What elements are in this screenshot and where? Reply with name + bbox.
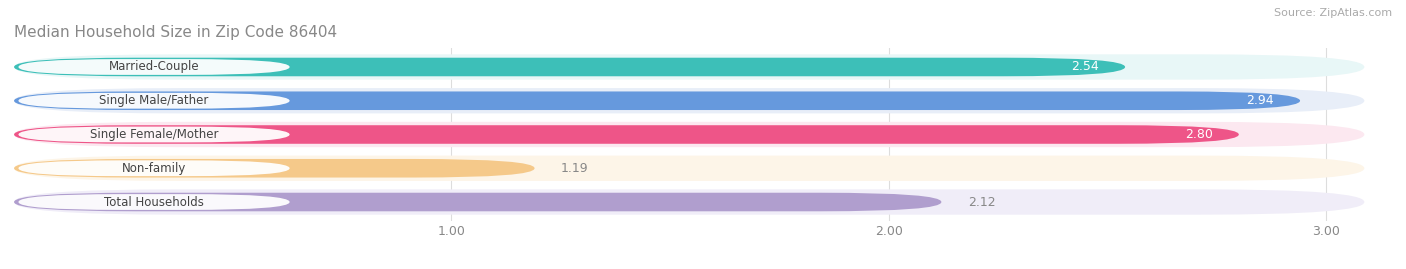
Text: Single Male/Father: Single Male/Father [100,94,208,107]
FancyBboxPatch shape [18,93,290,109]
FancyBboxPatch shape [14,159,534,178]
FancyBboxPatch shape [14,58,1125,76]
Text: Median Household Size in Zip Code 86404: Median Household Size in Zip Code 86404 [14,25,337,40]
Text: Married-Couple: Married-Couple [108,61,200,73]
FancyBboxPatch shape [14,122,1364,147]
Text: Non-family: Non-family [122,162,186,175]
FancyBboxPatch shape [18,160,290,176]
FancyBboxPatch shape [14,54,1364,80]
Text: 1.19: 1.19 [561,162,589,175]
FancyBboxPatch shape [18,127,290,142]
Text: Single Female/Mother: Single Female/Mother [90,128,218,141]
FancyBboxPatch shape [14,189,1364,215]
FancyBboxPatch shape [18,194,290,210]
Text: Total Households: Total Households [104,196,204,208]
Text: 2.54: 2.54 [1071,61,1099,73]
FancyBboxPatch shape [14,193,942,211]
FancyBboxPatch shape [14,155,1364,181]
Text: 2.12: 2.12 [967,196,995,208]
FancyBboxPatch shape [14,125,1239,144]
Text: Source: ZipAtlas.com: Source: ZipAtlas.com [1274,8,1392,18]
FancyBboxPatch shape [14,88,1364,114]
FancyBboxPatch shape [14,91,1301,110]
Text: 2.80: 2.80 [1185,128,1212,141]
FancyBboxPatch shape [18,59,290,75]
Text: 2.94: 2.94 [1246,94,1274,107]
